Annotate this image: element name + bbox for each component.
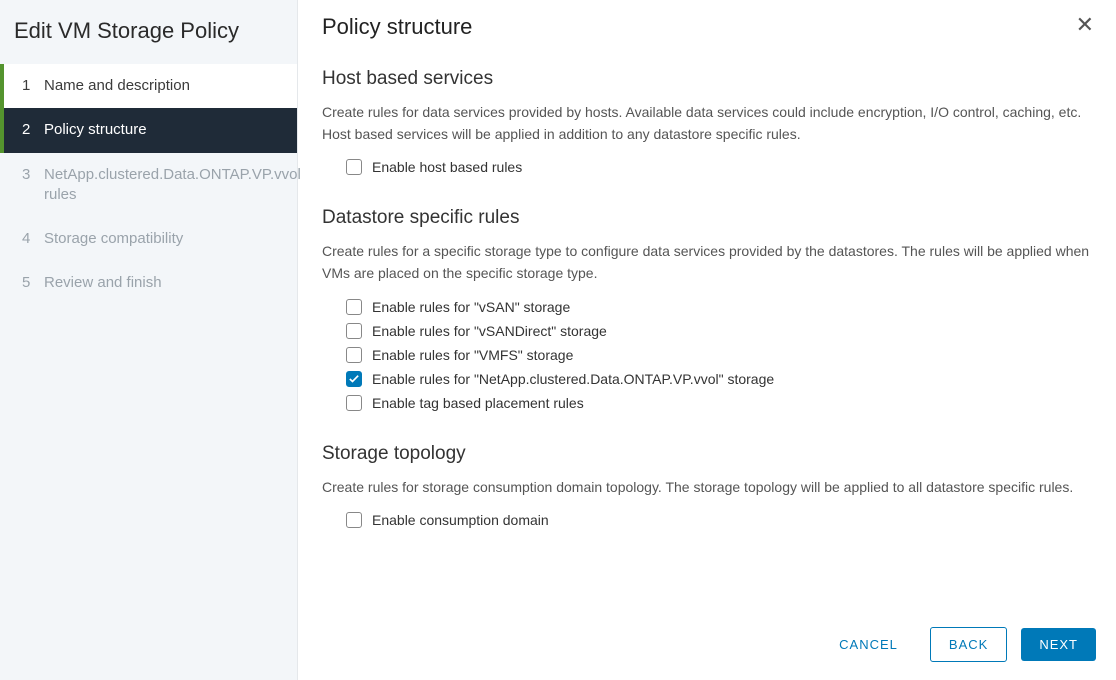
checkbox-label: Enable consumption domain: [372, 512, 549, 528]
checkbox-label: Enable host based rules: [372, 159, 522, 175]
checkbox-label: Enable rules for "NetApp.clustered.Data.…: [372, 371, 774, 387]
step-number: 4: [22, 229, 44, 249]
section-description: Create rules for a specific storage type…: [322, 241, 1092, 284]
checkbox-row[interactable]: Enable tag based placement rules: [322, 391, 1092, 415]
checkbox[interactable]: [346, 395, 362, 411]
checkbox-row[interactable]: Enable host based rules: [322, 155, 1092, 179]
step-label: Storage compatibility: [44, 229, 183, 249]
checkbox[interactable]: [346, 323, 362, 339]
checkbox-row[interactable]: Enable rules for "VMFS" storage: [322, 343, 1092, 367]
main-header: Policy structure ✕: [298, 0, 1116, 48]
dialog-footer: CANCEL BACK NEXT: [298, 613, 1116, 680]
step-label: Name and description: [44, 76, 190, 96]
checkbox[interactable]: [346, 299, 362, 315]
step-label: Review and finish: [44, 273, 162, 293]
section-storage-topology: Storage topology Create rules for storag…: [322, 443, 1092, 533]
section-host-services: Host based services Create rules for dat…: [322, 68, 1092, 179]
wizard-step-1[interactable]: 1Name and description: [0, 64, 297, 108]
close-button[interactable]: ✕: [1072, 14, 1098, 36]
edit-vm-storage-policy-dialog: Edit VM Storage Policy 1Name and descrip…: [0, 0, 1116, 680]
main-body: Host based services Create rules for dat…: [298, 48, 1116, 613]
checkbox[interactable]: [346, 512, 362, 528]
wizard-step-3[interactable]: 3NetApp.clustered.Data.ONTAP.VP.vvol rul…: [0, 153, 297, 218]
section-options-datastore: Enable rules for "vSAN" storage Enable ru…: [322, 295, 1092, 415]
checkbox[interactable]: [346, 371, 362, 387]
next-button[interactable]: NEXT: [1021, 628, 1096, 661]
checkbox[interactable]: [346, 347, 362, 363]
checkbox-label: Enable tag based placement rules: [372, 395, 584, 411]
section-heading: Storage topology: [322, 443, 1092, 465]
section-description: Create rules for storage consumption dom…: [322, 477, 1092, 499]
dialog-title: Edit VM Storage Policy: [0, 10, 297, 64]
wizard-step-2[interactable]: 2Policy structure: [0, 108, 297, 152]
section-options-topology: Enable consumption domain: [322, 508, 1092, 532]
checkbox-row[interactable]: Enable rules for "vSANDirect" storage: [322, 319, 1092, 343]
step-number: 3: [22, 165, 44, 185]
step-label: Policy structure: [44, 120, 147, 140]
checkbox[interactable]: [346, 159, 362, 175]
wizard-steps: 1Name and description2Policy structure3N…: [0, 64, 297, 306]
checkbox-label: Enable rules for "VMFS" storage: [372, 347, 573, 363]
wizard-step-5[interactable]: 5Review and finish: [0, 261, 297, 305]
cancel-button[interactable]: CANCEL: [821, 628, 916, 661]
section-heading: Datastore specific rules: [322, 207, 1092, 229]
section-datastore-rules: Datastore specific rules Create rules fo…: [322, 207, 1092, 414]
main-panel: Policy structure ✕ Host based services C…: [298, 0, 1116, 680]
close-icon: ✕: [1076, 12, 1094, 37]
checkbox-row[interactable]: Enable rules for "NetApp.clustered.Data.…: [322, 367, 1092, 391]
section-options-host: Enable host based rules: [322, 155, 1092, 179]
step-label: NetApp.clustered.Data.ONTAP.VP.vvol rule…: [44, 165, 301, 206]
section-heading: Host based services: [322, 68, 1092, 90]
page-title: Policy structure: [322, 14, 472, 40]
checkbox-row[interactable]: Enable consumption domain: [322, 508, 1092, 532]
step-number: 5: [22, 273, 44, 293]
section-description: Create rules for data services provided …: [322, 102, 1092, 145]
wizard-step-4[interactable]: 4Storage compatibility: [0, 217, 297, 261]
back-button[interactable]: BACK: [930, 627, 1007, 662]
checkbox-label: Enable rules for "vSAN" storage: [372, 299, 570, 315]
checkbox-label: Enable rules for "vSANDirect" storage: [372, 323, 607, 339]
step-number: 2: [22, 120, 44, 140]
step-number: 1: [22, 76, 44, 96]
wizard-sidebar: Edit VM Storage Policy 1Name and descrip…: [0, 0, 298, 680]
checkbox-row[interactable]: Enable rules for "vSAN" storage: [322, 295, 1092, 319]
